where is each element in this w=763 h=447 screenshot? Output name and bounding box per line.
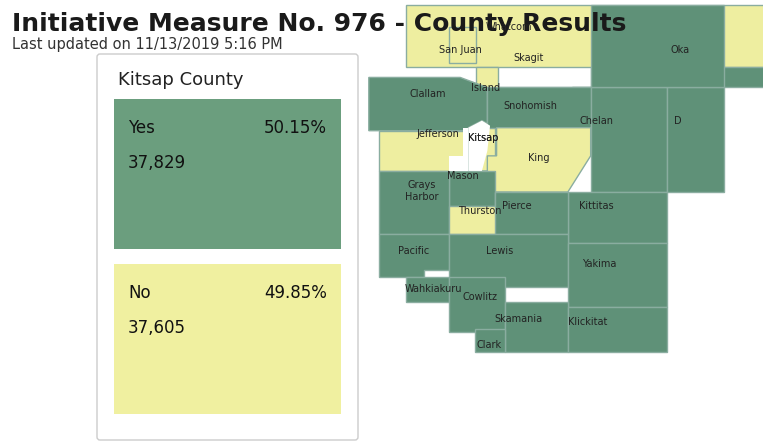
Text: No: No [128, 284, 150, 302]
Text: 37,605: 37,605 [128, 319, 186, 337]
Polygon shape [406, 5, 763, 67]
Polygon shape [475, 329, 505, 352]
Text: Kitsap County: Kitsap County [118, 71, 243, 89]
Text: Grays
Harbor: Grays Harbor [405, 180, 439, 202]
Text: Clallam: Clallam [409, 89, 446, 98]
Text: Oka: Oka [671, 45, 690, 55]
Text: Cowlitz: Cowlitz [463, 291, 497, 302]
Polygon shape [471, 67, 763, 110]
Text: Jefferson: Jefferson [417, 129, 460, 139]
Text: Pierce: Pierce [503, 201, 532, 211]
Text: D: D [674, 116, 681, 126]
Text: Thurston: Thurston [459, 206, 502, 216]
Polygon shape [406, 277, 449, 302]
Text: Skamania: Skamania [495, 314, 543, 324]
Text: King: King [528, 153, 550, 163]
Text: Whatcom: Whatcom [486, 22, 533, 32]
Polygon shape [488, 88, 591, 128]
Text: 49.85%: 49.85% [264, 284, 327, 302]
Text: Wahkiakuru: Wahkiakuru [404, 283, 462, 294]
Bar [114, 99, 341, 249]
Text: Pacific: Pacific [398, 246, 430, 257]
Text: Yakima: Yakima [581, 259, 616, 270]
Text: 50.15%: 50.15% [264, 119, 327, 137]
FancyBboxPatch shape [97, 54, 358, 440]
Polygon shape [449, 277, 505, 332]
Text: Last updated on 11/13/2019 5:16 PM: Last updated on 11/13/2019 5:16 PM [12, 37, 282, 52]
Text: Kitsap: Kitsap [468, 133, 498, 143]
Text: San Juan: San Juan [439, 45, 481, 55]
Polygon shape [449, 27, 476, 63]
Polygon shape [667, 88, 724, 192]
Text: Skagit: Skagit [513, 53, 543, 63]
Polygon shape [449, 128, 468, 171]
Polygon shape [449, 234, 568, 287]
Text: Mason: Mason [447, 171, 478, 181]
Bar [114, 264, 341, 414]
Polygon shape [568, 243, 667, 307]
Text: Snohomish: Snohomish [504, 101, 558, 110]
Text: Lewis: Lewis [486, 246, 513, 257]
Text: Kittitas: Kittitas [579, 201, 613, 211]
Polygon shape [591, 88, 667, 192]
Polygon shape [591, 5, 724, 88]
Text: Kitsap: Kitsap [468, 133, 498, 143]
Text: Klickitat: Klickitat [568, 317, 607, 327]
Text: Clark: Clark [476, 340, 501, 350]
Polygon shape [488, 128, 591, 192]
Polygon shape [378, 234, 449, 277]
Polygon shape [568, 192, 667, 243]
Polygon shape [468, 121, 490, 171]
Polygon shape [369, 77, 488, 131]
Polygon shape [378, 171, 449, 234]
Text: Chelan: Chelan [579, 116, 613, 126]
Text: Island: Island [471, 84, 501, 93]
Polygon shape [495, 192, 568, 234]
Polygon shape [378, 131, 479, 171]
Polygon shape [449, 171, 495, 206]
Text: Yes: Yes [128, 119, 155, 137]
Text: 37,829: 37,829 [128, 154, 186, 172]
Polygon shape [505, 302, 568, 352]
Polygon shape [568, 307, 667, 352]
Polygon shape [449, 192, 510, 234]
Text: Initiative Measure No. 976 - County Results: Initiative Measure No. 976 - County Resu… [12, 12, 626, 36]
Polygon shape [468, 121, 495, 171]
Polygon shape [476, 67, 498, 110]
